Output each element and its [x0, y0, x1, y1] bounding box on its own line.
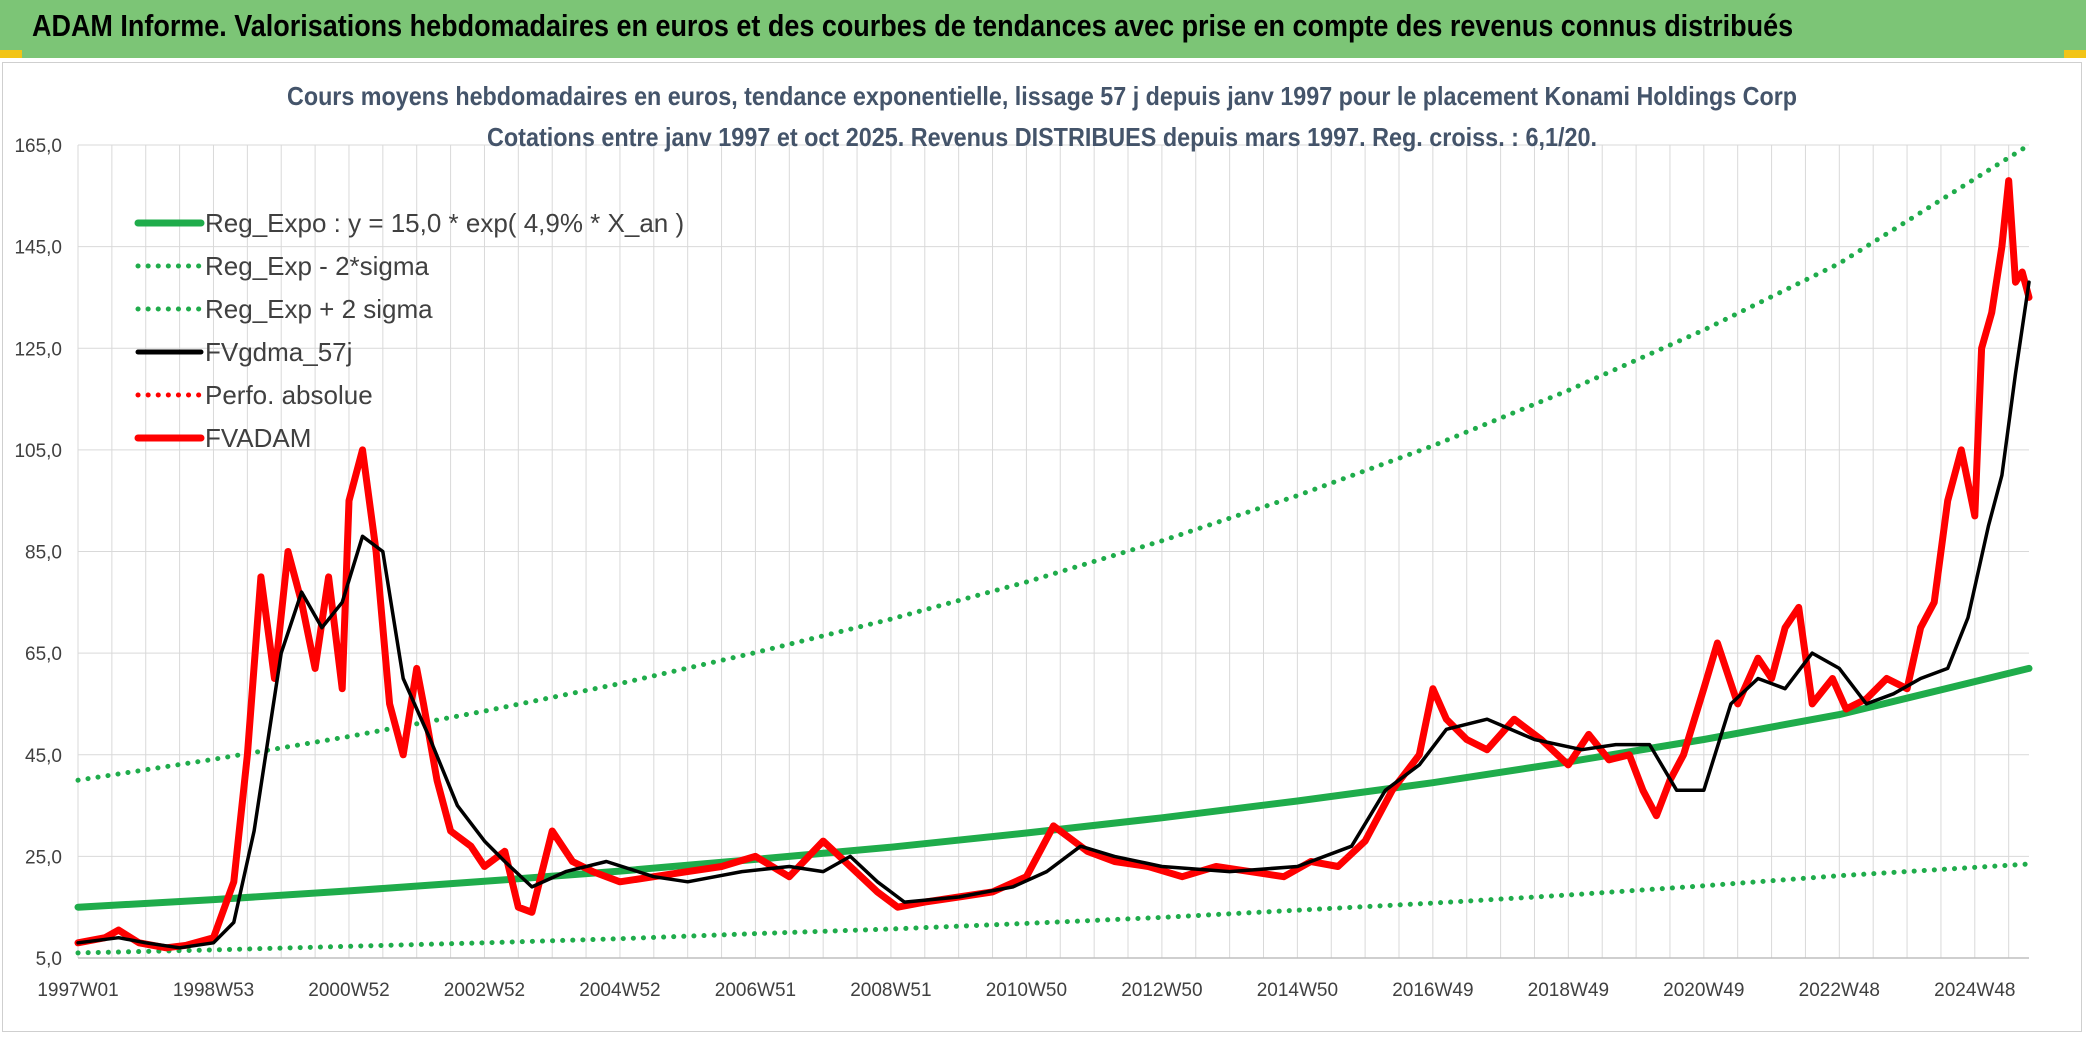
x-tick-label: 2012W50 [1121, 980, 1202, 1001]
series-line-0 [74, 664, 2033, 911]
x-tick-label: 2006W51 [715, 980, 796, 1001]
legend-label: FVgdma_57j [205, 337, 352, 367]
x-axis-ticks: 1997W01 1998W53 2000W52 2002W52 2004W52 2006W… [37, 980, 2015, 1001]
chart-area: Cours moyens hebdomadaires en euros, ten… [2, 62, 2082, 1032]
series-line-2 [75, 142, 2032, 783]
x-tick-label: 2024W48 [1934, 980, 2015, 1001]
legend-label: FVADAM [205, 423, 311, 453]
report-banner: ADAM Informe. Valorisations hebdomadaire… [0, 0, 2086, 58]
y-tick-label: 165,0 [14, 136, 62, 157]
x-tick-label: 2022W48 [1799, 980, 1880, 1001]
y-tick-label: 45,0 [25, 746, 62, 767]
legend-label: Reg_Exp - 2*sigma [205, 251, 430, 281]
y-tick-label: 105,0 [14, 441, 62, 462]
chart-legend: Reg_Expo : y = 15,0 * exp( 4,9% * X_an )… [134, 208, 684, 453]
legend-label: Reg_Expo : y = 15,0 * exp( 4,9% * X_an ) [205, 208, 684, 238]
x-tick-label: 1998W53 [173, 980, 254, 1001]
x-tick-label: 2000W52 [308, 980, 389, 1001]
x-tick-label: 2016W49 [1392, 980, 1473, 1001]
x-tick-label: 2010W50 [986, 980, 1067, 1001]
y-tick-label: 5,0 [36, 949, 62, 970]
banner-accent-left [0, 50, 22, 58]
x-tick-label: 2002W52 [444, 980, 525, 1001]
x-tick-label: 2018W49 [1528, 980, 1609, 1001]
y-tick-label: 85,0 [25, 543, 62, 564]
chart-subtitle: Cotations entre janv 1997 et oct 2025. R… [487, 122, 1597, 152]
banner-accent-right [2064, 50, 2086, 58]
x-tick-label: 2014W50 [1257, 980, 1338, 1001]
y-tick-label: 25,0 [25, 847, 62, 868]
x-tick-label: 2004W52 [579, 980, 660, 1001]
series-line-3 [76, 280, 2031, 950]
x-tick-label: 1997W01 [37, 980, 118, 1001]
chart-title: Cours moyens hebdomadaires en euros, ten… [287, 81, 1797, 111]
chart-series [74, 142, 2033, 956]
series-line-5 [74, 177, 2033, 952]
y-tick-label: 145,0 [14, 238, 62, 259]
report-title: ADAM Informe. Valorisations hebdomadaire… [32, 8, 1794, 43]
line-chart: Cours moyens hebdomadaires en euros, ten… [14, 81, 2033, 1001]
legend-label: Reg_Exp + 2 sigma [205, 294, 433, 324]
legend-label: Perfo. absolue [205, 380, 373, 410]
series-line-1 [75, 861, 2032, 956]
x-tick-label: 2008W51 [850, 980, 931, 1001]
y-axis-ticks: 5,0 25,0 45,0 65,0 85,0 105,0 125,0 145,0 165,0 [14, 136, 62, 970]
x-tick-label: 2020W49 [1663, 980, 1744, 1001]
y-tick-label: 125,0 [14, 339, 62, 360]
y-tick-label: 65,0 [25, 644, 62, 665]
